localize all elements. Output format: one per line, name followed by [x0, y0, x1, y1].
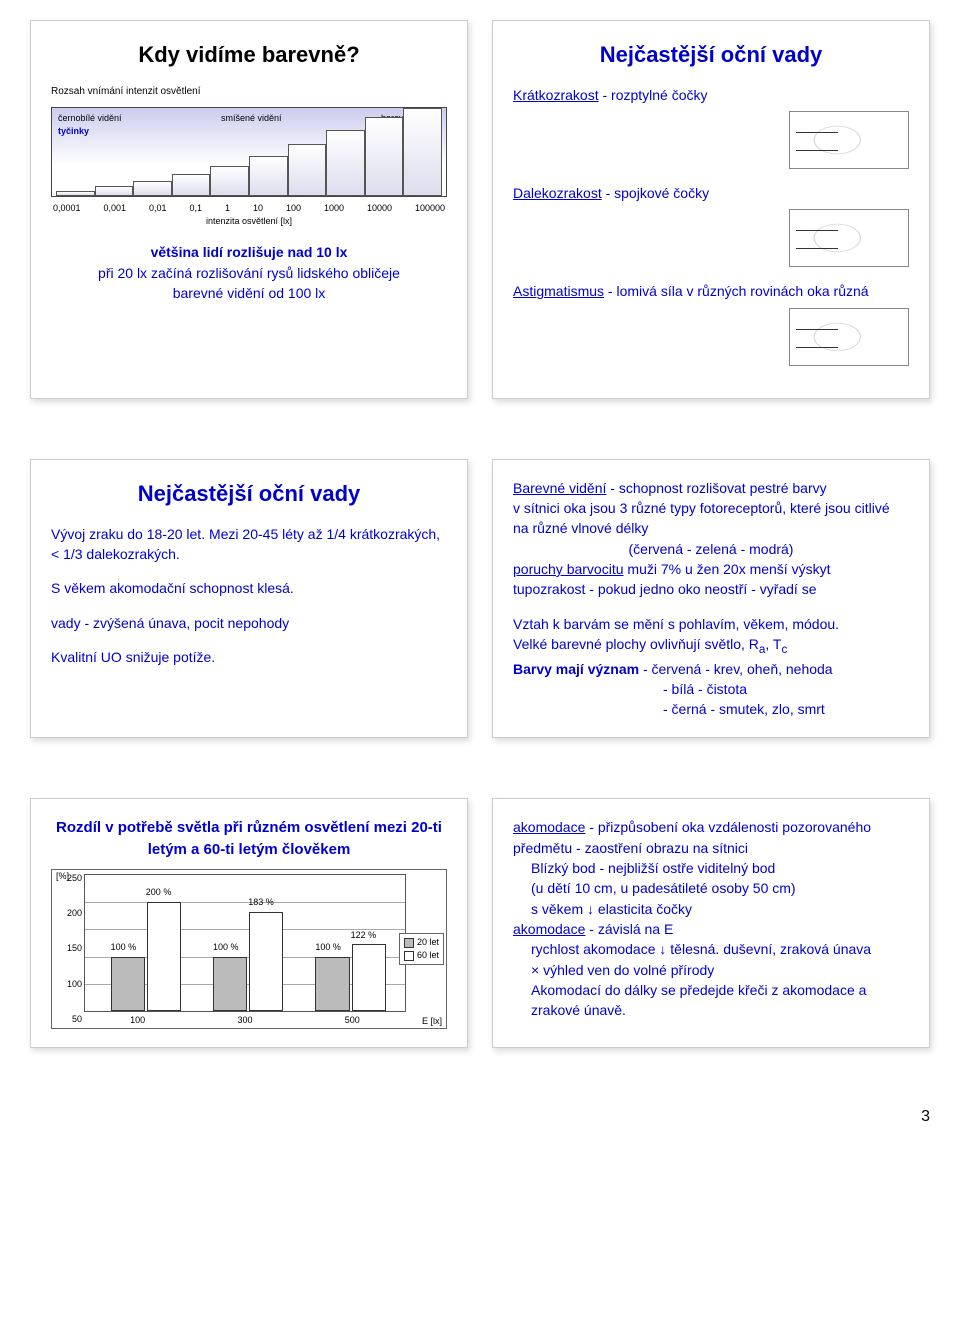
slide6-l1: akomodace - přizpůsobení oka vzdálenosti…	[513, 817, 909, 858]
chart1-xlabel: intenzita osvětlení [lx]	[51, 215, 447, 228]
slide3-p4: Kvalitní UO snižuje potíže.	[51, 647, 447, 667]
chart5-ylabel: [%]	[56, 870, 69, 883]
slide-6: akomodace - přizpůsobení oka vzdálenosti…	[492, 798, 930, 1048]
slide6-l8: Akomodací do dálky se předejde křeči z a…	[531, 980, 909, 1021]
slide3-p1: Vývoj zraku do 18-20 let. Mezi 20-45 lét…	[51, 524, 447, 565]
chart5: 25020015010050 100 %200 %100 %183 %100 %…	[51, 869, 447, 1029]
chart5-legend: 20 let 60 let	[399, 933, 444, 965]
slide-4: Barevné vidění - schopnost rozlišovat pe…	[492, 459, 930, 739]
slide4-l9: - bílá - čistota	[663, 679, 909, 699]
slide-1: Kdy vidíme barevně? Rozsah vnímání inten…	[30, 20, 468, 399]
slide6-l4: s věkem ↓ elasticita čočky	[531, 899, 909, 919]
slide2-item-3: Astigmatismus - lomivá síla v různých ro…	[513, 281, 909, 301]
slide6-l6: rychlost akomodace ↓ tělesná. duševní, z…	[531, 939, 909, 959]
slide-2: Nejčastější oční vady Krátkozrakost - ro…	[492, 20, 930, 399]
slide5-title: Rozdíl v potřebě světla při různém osvět…	[51, 817, 447, 861]
row-1: Kdy vidíme barevně? Rozsah vnímání inten…	[30, 20, 930, 399]
slide6-l2: Blízký bod - nejbližší ostře viditelný b…	[531, 858, 909, 878]
chart1-heading: Rozsah vnímání intenzit osvětlení	[51, 85, 447, 100]
slide4-l7: Velké barevné plochy ovlivňují světlo, R…	[513, 634, 909, 659]
chart5-xlabel: E [lx]	[422, 1015, 442, 1028]
slide2-item-2: Dalekozrakost - spojkové čočky	[513, 183, 909, 203]
slide6-l7: × výhled ven do volné přírody	[531, 960, 909, 980]
slide3-p3: vady - zvýšená únava, pocit nepohody	[51, 613, 447, 633]
slide3-p2: S věkem akomodační schopnost klesá.	[51, 578, 447, 598]
eye-icon	[789, 209, 909, 267]
slide2-item-1: Krátkozrakost - rozptylné čočky	[513, 85, 909, 105]
slide-3: Nejčastější oční vady Vývoj zraku do 18-…	[30, 459, 468, 739]
chart1-xticks: 0,00010,0010,010,1110100100010000100000	[51, 201, 447, 215]
slide1-title: Kdy vidíme barevně?	[51, 39, 447, 71]
slide6-l5: akomodace - závislá na E	[513, 919, 909, 939]
row-2: Nejčastější oční vady Vývoj zraku do 18-…	[30, 459, 930, 739]
slide4-l6: Vztah k barvám se mění s pohlavím, věkem…	[513, 614, 909, 634]
eye-icon	[789, 308, 909, 366]
eye-icon	[789, 111, 909, 169]
slide4-l8: Barvy mají význam - červená - krev, oheň…	[513, 659, 909, 679]
slide4-l4: poruchy barvocitu muži 7% u žen 20x menš…	[513, 559, 909, 579]
slide6-l3: (u dětí 10 cm, u padesátileté osoby 50 c…	[531, 878, 909, 898]
slide4-l1: Barevné vidění - schopnost rozlišovat pe…	[513, 478, 909, 498]
slide4-l10: - černá - smutek, zlo, smrt	[663, 699, 909, 719]
slide1-bullets: většina lidí rozlišuje nad 10 lx při 20 …	[51, 242, 447, 303]
page-number: 3	[30, 1108, 930, 1126]
slide2-title: Nejčastější oční vady	[513, 39, 909, 71]
chart1: černobílé viděnítyčinky smíšené vidění b…	[51, 107, 447, 197]
slide-5: Rozdíl v potřebě světla při různém osvět…	[30, 798, 468, 1048]
slide3-title: Nejčastější oční vady	[51, 478, 447, 510]
slide4-l3: (červená - zelená - modrá)	[513, 539, 909, 559]
slide4-l2: v sítnici oka jsou 3 různé typy fotorece…	[513, 498, 909, 539]
slide4-l5: tupozrakost - pokud jedno oko neostří - …	[513, 579, 909, 599]
row-3: Rozdíl v potřebě světla při různém osvět…	[30, 798, 930, 1048]
